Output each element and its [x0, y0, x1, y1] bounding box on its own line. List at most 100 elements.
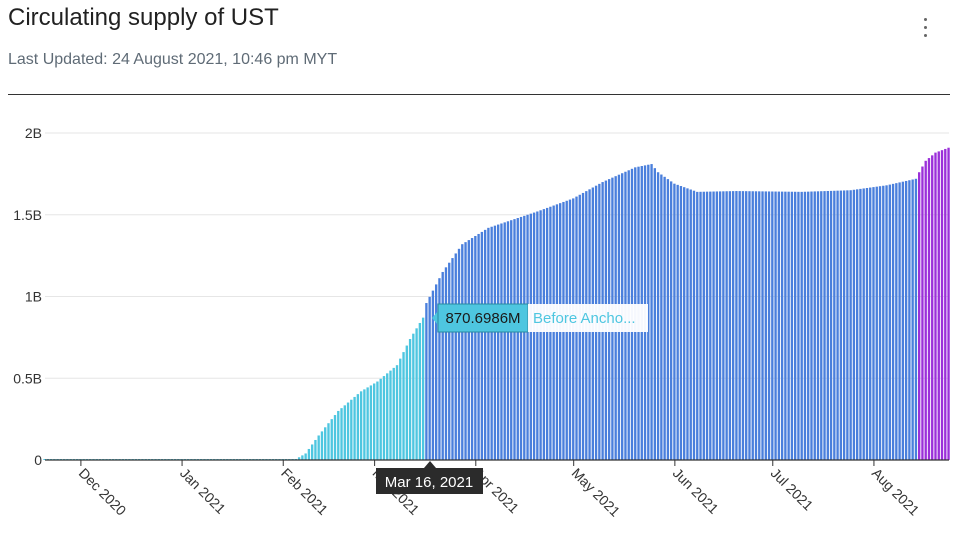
bar[interactable]: [767, 191, 771, 461]
bar[interactable]: [712, 191, 715, 460]
bar[interactable]: [669, 181, 673, 460]
bar[interactable]: [457, 248, 461, 460]
bar[interactable]: [686, 188, 689, 460]
bar[interactable]: [764, 191, 767, 460]
bar[interactable]: [526, 214, 529, 460]
bar[interactable]: [653, 168, 657, 460]
bar[interactable]: [852, 189, 856, 460]
bar[interactable]: [735, 191, 738, 461]
bar[interactable]: [790, 191, 794, 461]
bar[interactable]: [399, 358, 402, 460]
bar[interactable]: [895, 183, 898, 460]
bar[interactable]: [415, 328, 418, 460]
bar[interactable]: [833, 190, 836, 460]
bar[interactable]: [356, 394, 360, 460]
bar[interactable]: [379, 378, 382, 460]
bar[interactable]: [787, 191, 790, 460]
bar[interactable]: [846, 190, 849, 461]
bar[interactable]: [676, 184, 679, 461]
bar[interactable]: [307, 448, 311, 460]
bar[interactable]: [310, 444, 314, 460]
bar[interactable]: [940, 150, 944, 461]
bar[interactable]: [444, 267, 448, 460]
bar[interactable]: [330, 419, 333, 460]
bar[interactable]: [497, 224, 500, 460]
bar[interactable]: [350, 399, 353, 460]
bar[interactable]: [725, 191, 728, 460]
bar[interactable]: [513, 219, 516, 460]
bar[interactable]: [692, 190, 696, 460]
bar[interactable]: [885, 185, 888, 460]
bar[interactable]: [836, 190, 839, 460]
bar[interactable]: [771, 191, 774, 460]
bar[interactable]: [855, 189, 859, 460]
bar[interactable]: [810, 191, 813, 460]
bar[interactable]: [480, 231, 484, 460]
bar[interactable]: [699, 191, 702, 460]
bar[interactable]: [461, 244, 464, 460]
bar[interactable]: [924, 160, 927, 461]
bar[interactable]: [715, 191, 719, 461]
bar[interactable]: [421, 317, 425, 460]
bar[interactable]: [761, 191, 764, 460]
bar[interactable]: [944, 148, 947, 460]
bar[interactable]: [859, 188, 862, 460]
bar[interactable]: [536, 211, 539, 460]
bar[interactable]: [337, 410, 340, 460]
bar[interactable]: [395, 365, 399, 460]
bar[interactable]: [412, 333, 415, 460]
bar[interactable]: [718, 191, 722, 460]
bar[interactable]: [745, 191, 748, 460]
bar[interactable]: [826, 190, 829, 460]
bar[interactable]: [428, 296, 431, 460]
bar[interactable]: [448, 262, 451, 460]
bar[interactable]: [927, 158, 931, 460]
bar[interactable]: [748, 191, 751, 460]
bar[interactable]: [320, 431, 324, 460]
bar[interactable]: [327, 423, 330, 460]
bar[interactable]: [738, 191, 741, 460]
bar[interactable]: [934, 152, 937, 460]
bar[interactable]: [774, 191, 777, 460]
bar[interactable]: [650, 164, 653, 460]
bar[interactable]: [797, 191, 800, 460]
bar[interactable]: [317, 435, 320, 460]
bar[interactable]: [777, 191, 781, 461]
bar[interactable]: [516, 218, 519, 460]
bar[interactable]: [529, 213, 532, 460]
bar[interactable]: [539, 210, 542, 460]
bar[interactable]: [647, 164, 650, 460]
bar[interactable]: [519, 216, 523, 460]
bar[interactable]: [408, 339, 412, 460]
bar[interactable]: [343, 405, 346, 460]
bar[interactable]: [683, 187, 686, 460]
bar[interactable]: [696, 191, 699, 461]
bar[interactable]: [297, 457, 301, 460]
bar[interactable]: [888, 184, 891, 461]
bar[interactable]: [673, 183, 676, 460]
bar[interactable]: [823, 191, 826, 461]
bar[interactable]: [418, 322, 422, 460]
bar[interactable]: [523, 215, 526, 460]
bar[interactable]: [301, 455, 304, 460]
bar[interactable]: [807, 191, 810, 460]
bar[interactable]: [878, 186, 882, 460]
bar[interactable]: [43, 459, 46, 460]
bar[interactable]: [503, 222, 506, 460]
bar[interactable]: [656, 172, 660, 461]
bar[interactable]: [490, 226, 493, 460]
bar[interactable]: [901, 181, 905, 461]
bar[interactable]: [666, 179, 670, 460]
bar[interactable]: [493, 225, 497, 460]
bar[interactable]: [898, 182, 901, 460]
bar[interactable]: [542, 209, 546, 460]
bar[interactable]: [800, 191, 803, 461]
bar[interactable]: [875, 186, 878, 461]
bar[interactable]: [389, 370, 392, 460]
bar[interactable]: [918, 172, 921, 461]
bar[interactable]: [931, 155, 934, 460]
bar[interactable]: [372, 383, 376, 460]
bar[interactable]: [346, 402, 350, 460]
bar[interactable]: [392, 367, 395, 460]
bar[interactable]: [464, 242, 467, 460]
